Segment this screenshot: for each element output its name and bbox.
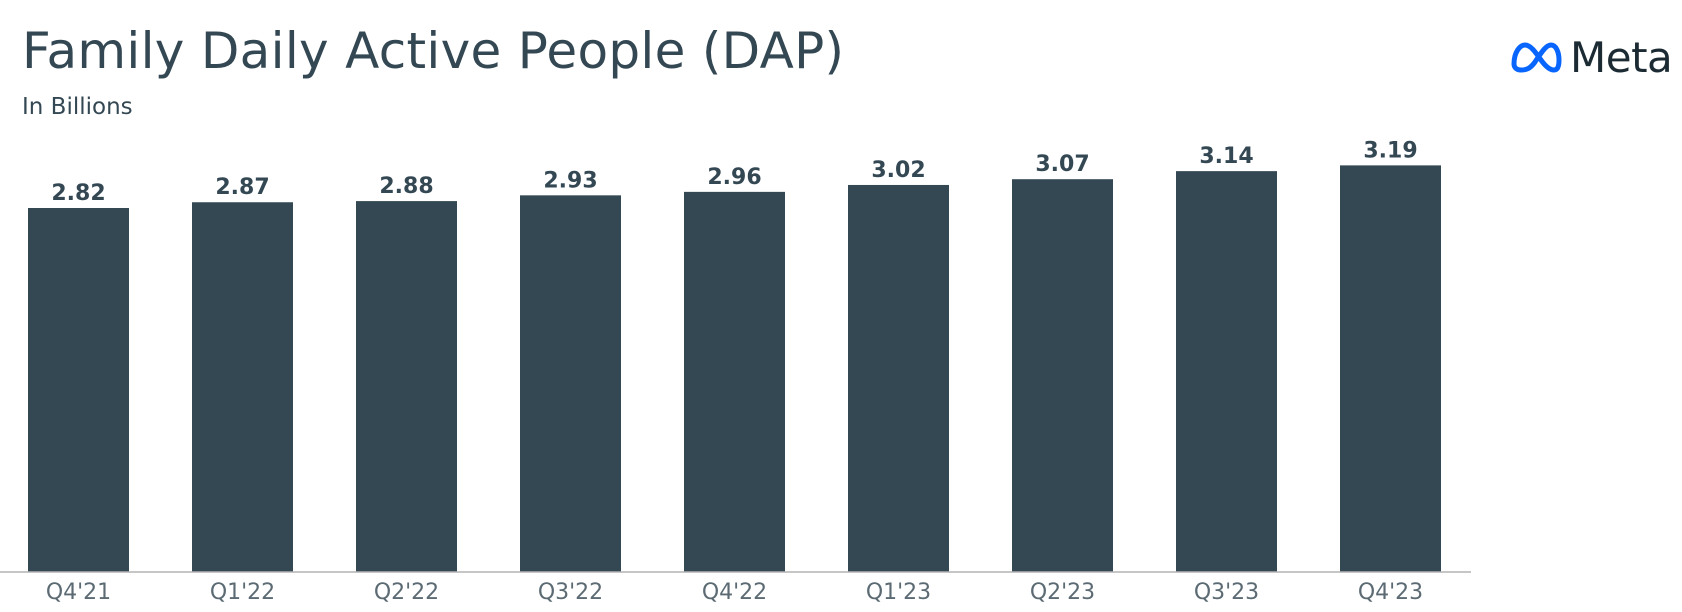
data-label: 3.07 (1035, 152, 1089, 177)
bar (356, 201, 457, 572)
data-label: 2.82 (51, 181, 105, 206)
bars-layer (28, 165, 1441, 573)
x-tick-label: Q2'23 (1030, 580, 1095, 605)
x-tick-label: Q3'23 (1194, 580, 1259, 605)
x-tick-label: Q4'22 (702, 580, 767, 605)
bar (1340, 165, 1441, 572)
data-label: 2.96 (707, 165, 761, 190)
data-label: 3.02 (871, 158, 925, 183)
bar (520, 195, 621, 572)
meta-logo-text: Meta (1570, 32, 1673, 82)
bar (28, 208, 129, 572)
data-label: 2.87 (215, 175, 269, 200)
data-label: 3.14 (1199, 144, 1253, 169)
meta-logo: Meta (1508, 32, 1673, 82)
data-label: 3.19 (1363, 138, 1417, 163)
data-label: 2.93 (543, 168, 597, 193)
chart-title: Family Daily Active People (DAP) (22, 22, 845, 80)
x-tick-label: Q1'23 (866, 580, 931, 605)
x-tick-label: Q2'22 (374, 580, 439, 605)
data-label: 2.88 (379, 174, 433, 199)
x-tick-label: Q4'23 (1358, 580, 1423, 605)
chart-subtitle: In Billions (22, 94, 133, 120)
bar (684, 191, 785, 572)
bar (1176, 171, 1277, 573)
labels-layer: 2.82 Q4'21 2.87 Q1'22 2.88 Q2'22 2.93 Q3'22 2.96… (46, 138, 1423, 605)
x-tick-label: Q3'22 (538, 580, 603, 605)
x-tick-label: Q1'22 (210, 580, 275, 605)
meta-infinity-icon (1511, 42, 1562, 73)
x-tick-label: Q4'21 (46, 580, 111, 605)
bar (1012, 179, 1113, 572)
bar (848, 184, 949, 572)
bar (192, 202, 293, 573)
